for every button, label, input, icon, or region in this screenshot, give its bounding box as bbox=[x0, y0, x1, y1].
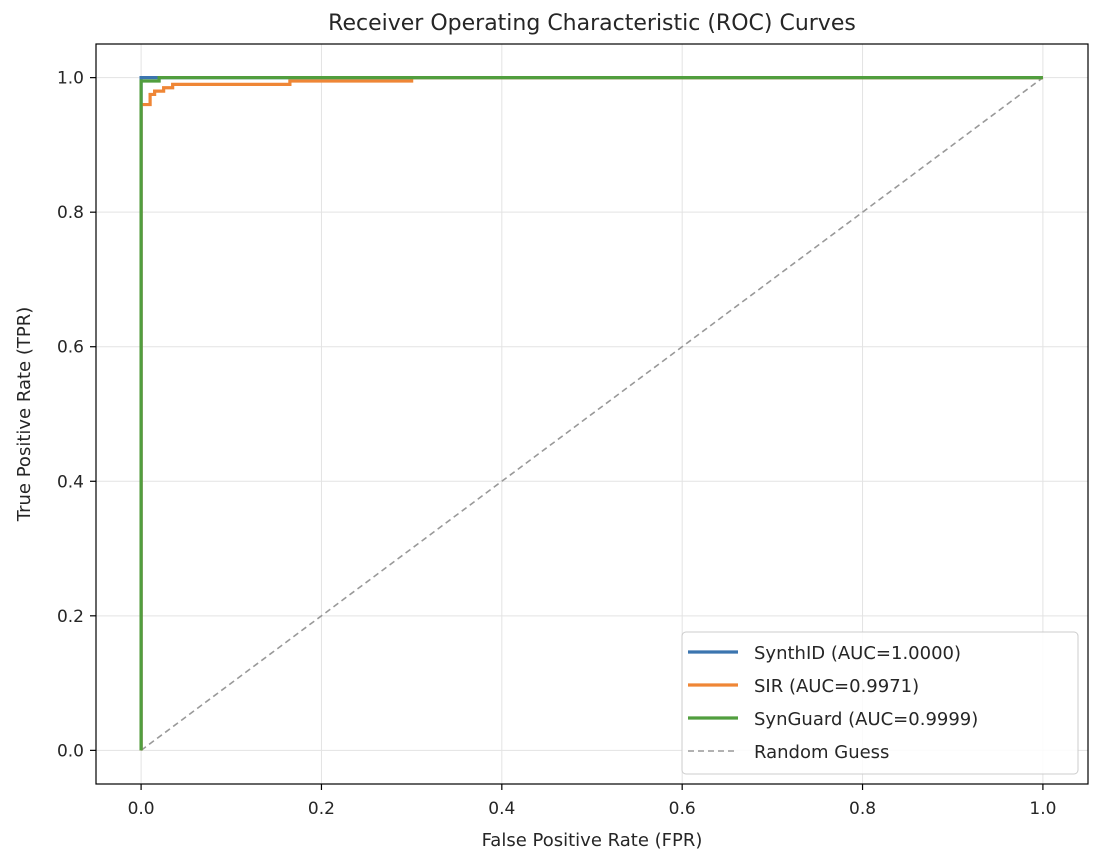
y-tick-label: 0.4 bbox=[57, 472, 84, 492]
x-tick-label: 0.2 bbox=[308, 799, 335, 819]
x-tick-label: 0.8 bbox=[849, 799, 876, 819]
series-line-1 bbox=[139, 76, 1043, 751]
plot-frame bbox=[95, 43, 1089, 785]
series-layer bbox=[139, 76, 1044, 752]
tick-layer: 0.0 0.2 0.4 0.6 0.8 1.0 0.0 0.2 0.4 0.6 0.8 1.0 bbox=[57, 69, 1056, 819]
y-tick-label: 0.0 bbox=[57, 741, 84, 761]
x-tick-label: 0.4 bbox=[488, 799, 515, 819]
y-axis-label: True Positive Rate (TPR) bbox=[14, 307, 35, 522]
legend-entry-label: SynthID (AUC=1.0000) bbox=[754, 643, 961, 664]
y-tick-label: 0.8 bbox=[57, 203, 84, 223]
series-line-2 bbox=[139, 76, 1043, 751]
chart-title: Receiver Operating Characteristic (ROC) … bbox=[328, 11, 856, 36]
x-tick-label: 0.0 bbox=[128, 799, 155, 819]
legend-entry-label: Random Guess bbox=[754, 742, 889, 763]
legend: SynthID (AUC=1.0000) SIR (AUC=0.9971) SynG… bbox=[681, 631, 1079, 775]
legend-entry-label: SynGuard (AUC=0.9999) bbox=[754, 709, 978, 730]
series-line-3 bbox=[140, 76, 1044, 752]
legend-entry-label: SIR (AUC=0.9971) bbox=[754, 676, 919, 697]
x-axis-label: False Positive Rate (FPR) bbox=[482, 830, 703, 851]
y-tick-label: 0.2 bbox=[57, 607, 84, 627]
x-tick-label: 1.0 bbox=[1029, 799, 1056, 819]
y-tick-label: 0.6 bbox=[57, 338, 84, 358]
y-tick-label: 1.0 bbox=[57, 69, 84, 89]
x-tick-label: 0.6 bbox=[669, 799, 696, 819]
legend-box bbox=[681, 631, 1079, 775]
